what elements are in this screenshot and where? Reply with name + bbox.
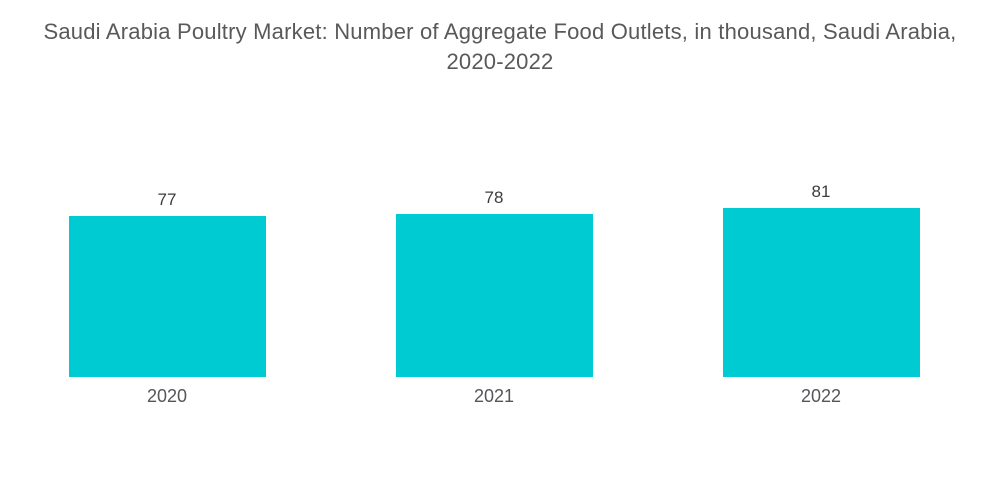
category-label: 2020 — [146, 386, 188, 406]
bar-value-label: 81 — [811, 182, 831, 201]
bar-2021 — [395, 214, 593, 377]
bar-value-label: 77 — [157, 190, 177, 210]
chart-title-line1: Saudi Arabia Poultry Market: Number of A… — [43, 19, 957, 44]
bar-group-2020: 77 2020 — [68, 190, 266, 406]
category-label: 2022 — [800, 386, 842, 406]
chart-title-line2: 2020-2022 — [446, 49, 554, 74]
bar-group-2022: 81 2022 — [722, 182, 920, 406]
bar-2020 — [68, 216, 266, 377]
category-label: 2021 — [473, 386, 515, 406]
bar-value-label: 78 — [484, 188, 504, 208]
bar-group-2021: 78 2021 — [395, 188, 593, 406]
bar-2022 — [722, 208, 920, 377]
chart-title: Saudi Arabia Poultry Market: Number of A… — [0, 17, 1000, 77]
